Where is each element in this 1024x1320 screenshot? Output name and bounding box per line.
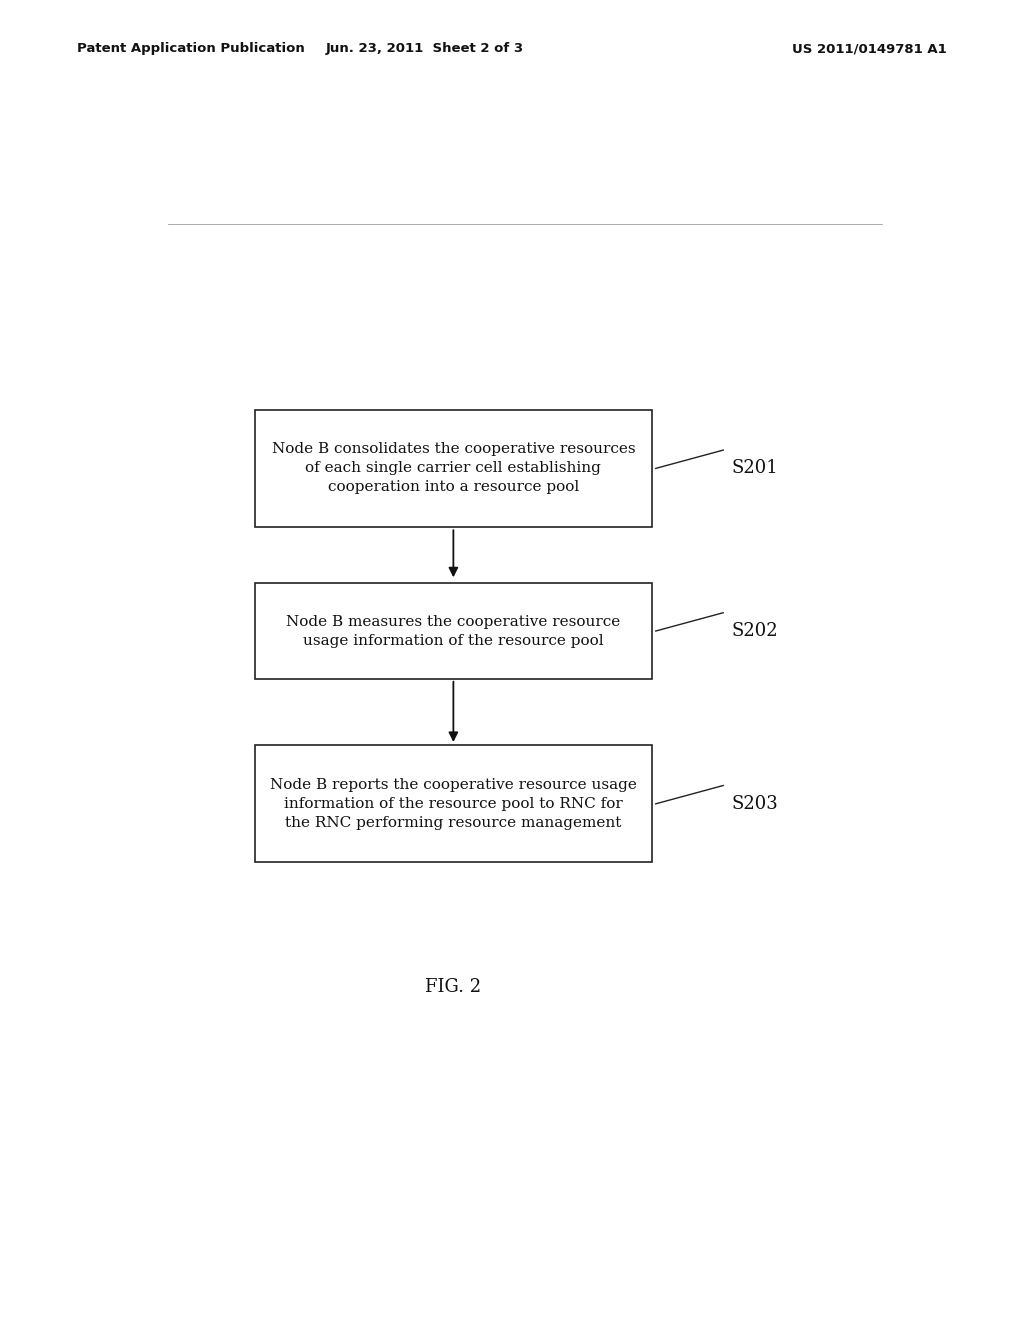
Text: Node B consolidates the cooperative resources
of each single carrier cell establ: Node B consolidates the cooperative reso… xyxy=(271,442,635,495)
Bar xyxy=(255,746,651,862)
Text: Node B reports the cooperative resource usage
information of the resource pool t: Node B reports the cooperative resource … xyxy=(270,777,637,830)
Text: Jun. 23, 2011  Sheet 2 of 3: Jun. 23, 2011 Sheet 2 of 3 xyxy=(326,42,524,55)
Text: S203: S203 xyxy=(731,795,778,813)
Text: S201: S201 xyxy=(731,459,778,478)
Text: Patent Application Publication: Patent Application Publication xyxy=(77,42,304,55)
Text: S202: S202 xyxy=(731,622,778,640)
Text: US 2011/0149781 A1: US 2011/0149781 A1 xyxy=(793,42,947,55)
Text: FIG. 2: FIG. 2 xyxy=(425,978,481,995)
Bar xyxy=(255,582,651,680)
Text: Node B measures the cooperative resource
usage information of the resource pool: Node B measures the cooperative resource… xyxy=(287,615,621,648)
Bar xyxy=(255,411,651,527)
